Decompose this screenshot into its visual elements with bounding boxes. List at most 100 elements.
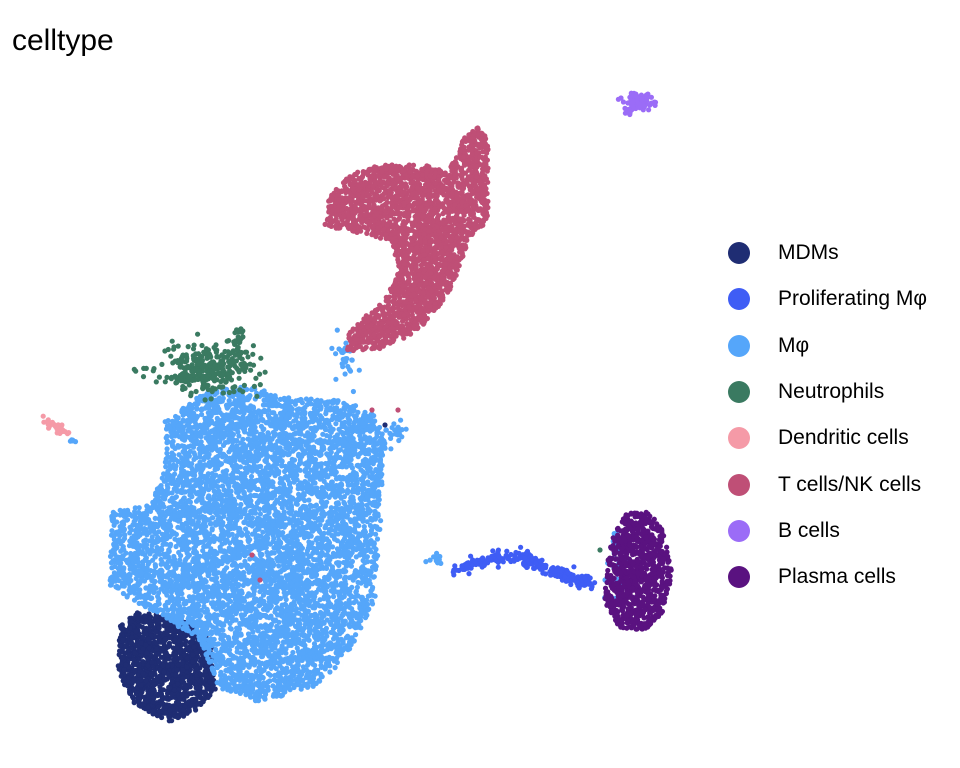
series-proliferating-m	[450, 544, 598, 592]
data-point	[495, 564, 501, 570]
data-point	[487, 555, 493, 561]
data-point	[548, 572, 554, 578]
data-point	[496, 554, 502, 560]
data-point	[540, 565, 546, 571]
data-point	[174, 714, 180, 720]
data-point	[195, 689, 201, 695]
data-point	[175, 415, 181, 421]
data-point	[382, 422, 388, 428]
data-point	[131, 676, 137, 682]
data-point	[333, 500, 339, 506]
data-point	[582, 575, 588, 582]
data-point	[164, 652, 170, 658]
data-point	[191, 456, 197, 462]
data-point	[557, 568, 563, 574]
data-point	[511, 558, 517, 564]
data-point	[167, 685, 173, 691]
data-point	[153, 629, 159, 635]
data-point	[184, 655, 190, 661]
data-point	[128, 641, 134, 647]
data-point	[576, 574, 582, 580]
data-point	[149, 659, 155, 666]
data-point	[153, 640, 159, 646]
data-point	[466, 571, 472, 577]
data-point	[148, 671, 154, 677]
data-point	[161, 669, 167, 675]
data-point	[143, 631, 149, 637]
data-point	[518, 544, 524, 550]
data-point	[299, 486, 305, 492]
data-point	[175, 681, 181, 687]
data-point	[190, 652, 196, 658]
data-point	[521, 560, 527, 566]
chart-title: celltype	[12, 24, 114, 57]
data-point	[320, 486, 326, 493]
data-point	[531, 565, 537, 571]
data-point	[360, 557, 366, 564]
data-point	[126, 647, 132, 653]
data-point	[238, 501, 244, 508]
data-point	[308, 533, 314, 539]
data-point	[155, 691, 161, 697]
data-point	[131, 698, 137, 704]
data-point	[592, 580, 598, 586]
data-point	[115, 663, 121, 669]
data-point	[138, 692, 144, 698]
data-point	[529, 555, 535, 562]
data-point	[120, 627, 126, 634]
data-point	[156, 659, 162, 665]
data-point	[123, 662, 129, 668]
data-point	[143, 618, 150, 625]
data-point	[504, 548, 510, 554]
data-point	[191, 644, 197, 650]
data-point	[193, 696, 199, 702]
data-point	[524, 564, 530, 570]
data-point	[145, 662, 151, 669]
data-point	[307, 502, 313, 508]
data-point	[120, 538, 126, 544]
data-point	[300, 627, 306, 634]
data-point	[523, 550, 529, 557]
data-point	[182, 642, 188, 648]
data-point	[587, 575, 593, 581]
data-point	[276, 563, 282, 569]
data-point	[565, 570, 571, 576]
data-point	[143, 698, 149, 705]
data-point	[197, 459, 203, 465]
data-point	[165, 663, 171, 669]
data-point	[180, 707, 187, 713]
data-point	[155, 704, 161, 710]
data-point	[120, 637, 126, 643]
data-point	[176, 700, 182, 706]
data-point	[184, 664, 190, 670]
data-point	[378, 518, 384, 524]
data-point	[513, 549, 519, 556]
data-point	[159, 680, 165, 687]
data-point	[145, 636, 151, 642]
data-point	[120, 655, 126, 661]
data-point	[145, 704, 151, 711]
data-point	[310, 605, 316, 611]
data-point	[176, 638, 182, 645]
data-point	[162, 636, 168, 642]
data-point	[160, 687, 166, 693]
data-point	[257, 506, 263, 512]
data-point	[258, 623, 264, 629]
data-point	[150, 686, 156, 692]
data-point	[586, 581, 592, 587]
data-point	[136, 662, 142, 668]
data-point	[130, 657, 137, 663]
data-point	[126, 679, 132, 685]
data-point	[303, 396, 309, 402]
data-point	[122, 644, 129, 650]
data-point	[279, 665, 285, 672]
data-point	[160, 645, 166, 651]
data-point	[295, 628, 301, 634]
data-point	[126, 652, 132, 658]
data-point	[204, 686, 210, 692]
data-point	[359, 594, 365, 601]
data-point	[552, 573, 559, 579]
data-point	[150, 699, 156, 705]
data-point	[193, 666, 200, 672]
data-point	[159, 714, 165, 721]
